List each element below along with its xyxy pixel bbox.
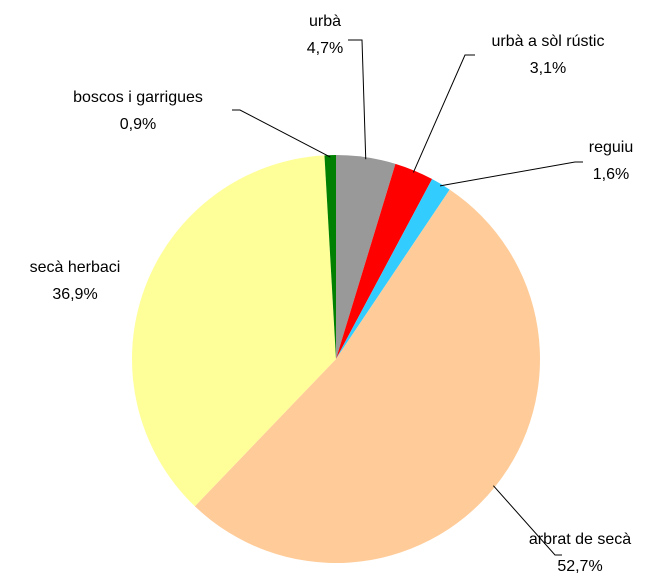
leader-line [439,161,583,187]
slice-label: urbà [309,13,341,30]
slice-value-label: 4,7% [307,40,343,57]
leader-line [412,54,475,173]
slice-label: boscos i garrigues [73,89,203,106]
pie-slice [336,163,433,359]
slice-value-label: 52,7% [557,558,602,575]
pie-slice [336,155,396,359]
pie-slice [336,179,450,359]
slice-label: urbà a sòl rústic [492,33,605,50]
slice-value-label: 3,1% [530,60,566,77]
slice-value-label: 1,6% [593,166,629,183]
slice-value-label: 36,9% [52,286,97,303]
slice-label: reguiu [589,139,633,156]
leader-line [348,39,367,160]
slice-value-label: 0,9% [120,116,156,133]
pie-slice [194,189,540,563]
pie-slice [131,155,336,507]
leader-line [232,109,331,158]
slice-label: secà herbaci [30,259,121,276]
slice-label: arbrat de secà [529,531,631,548]
pie-slice [324,155,336,359]
leader-line [492,485,562,556]
